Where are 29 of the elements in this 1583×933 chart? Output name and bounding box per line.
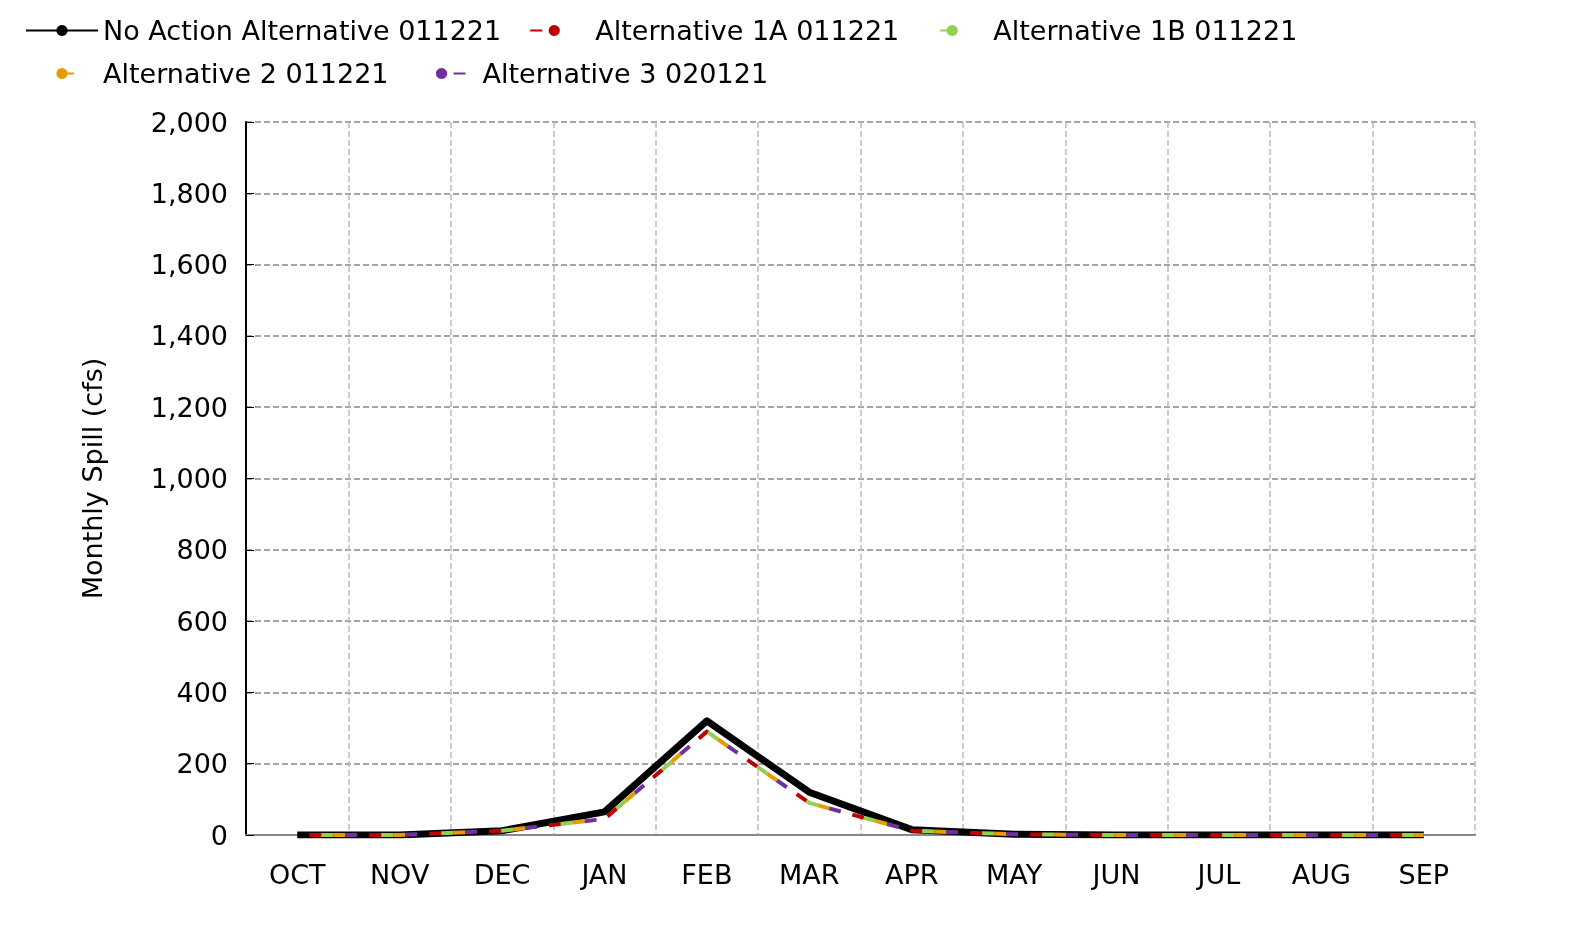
y-axis-title: Monthly Spill (cfs) bbox=[77, 357, 108, 600]
y-tick-label: 200 bbox=[176, 748, 228, 780]
y-tick-label: 800 bbox=[176, 534, 228, 566]
x-tick-label: JUL bbox=[1195, 859, 1241, 890]
x-tick-label: SEP bbox=[1398, 859, 1450, 890]
y-tick-label: 1,400 bbox=[150, 320, 228, 352]
legend-label: No Action Alternative 011221 bbox=[103, 15, 502, 46]
legend-label: Alternative 1B 011221 bbox=[993, 15, 1298, 46]
y-tick-label: 1,800 bbox=[150, 177, 228, 209]
x-tick-label: AUG bbox=[1291, 859, 1351, 890]
y-tick-label: 1,200 bbox=[150, 391, 228, 423]
x-tick-label: JUN bbox=[1090, 859, 1141, 890]
x-tick-label: APR bbox=[884, 859, 939, 890]
legend-label: Alternative 3 020121 bbox=[482, 58, 769, 89]
y-tick-label: 2,000 bbox=[150, 106, 228, 138]
y-tick-label: 1,600 bbox=[150, 249, 228, 281]
x-tick-label: JAN bbox=[579, 859, 628, 890]
x-tick-label: MAY bbox=[986, 859, 1043, 890]
y-tick-label: 400 bbox=[176, 676, 228, 708]
y-tick-label: 0 bbox=[210, 819, 228, 851]
x-tick-label: DEC bbox=[473, 859, 531, 890]
y-tick-label: 1,000 bbox=[150, 463, 228, 494]
x-tick-label: FEB bbox=[681, 859, 733, 890]
legend-label: Alternative 2 011221 bbox=[103, 58, 389, 89]
x-tick-label: MAR bbox=[779, 859, 840, 890]
x-tick-label: NOV bbox=[369, 859, 430, 890]
x-tick-label: OCT bbox=[268, 859, 327, 890]
legend-label: Alternative 1A 011221 bbox=[595, 15, 900, 46]
y-tick-label: 600 bbox=[176, 605, 228, 637]
